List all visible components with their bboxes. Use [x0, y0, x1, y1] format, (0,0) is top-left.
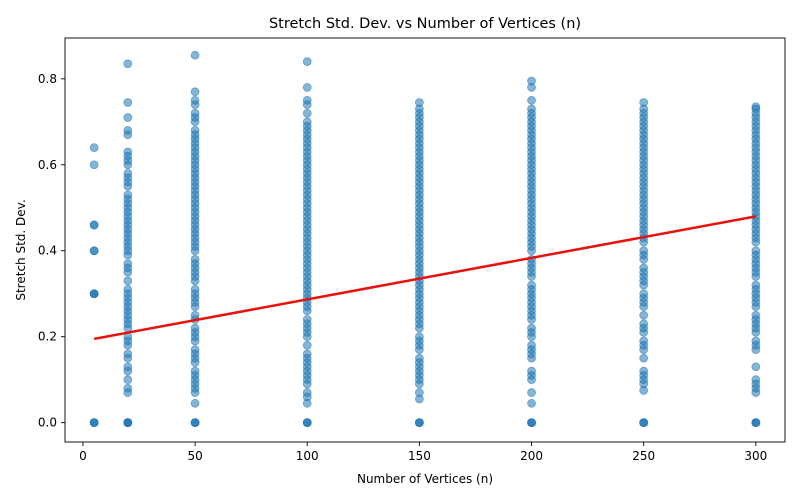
data-point — [302, 108, 312, 118]
data-point — [302, 340, 312, 350]
data-point — [302, 95, 312, 105]
y-tick-label: 0.8 — [38, 72, 57, 86]
data-point — [123, 362, 133, 372]
data-point — [123, 126, 133, 135]
data-point — [190, 254, 200, 264]
points-layer — [89, 50, 761, 428]
data-point — [527, 280, 536, 290]
data-point — [527, 388, 536, 397]
data-point — [639, 310, 649, 320]
data-point — [89, 289, 99, 299]
data-point — [123, 259, 133, 269]
data-point — [190, 108, 200, 118]
trend-line — [93, 215, 757, 341]
data-point — [123, 375, 133, 385]
x-tick-label: 300 — [744, 449, 767, 463]
data-point — [751, 246, 761, 256]
y-tick-label: 0.0 — [38, 416, 57, 430]
x-tick-label: 150 — [408, 449, 431, 463]
data-point — [190, 418, 200, 428]
data-point — [190, 345, 200, 354]
data-point — [302, 418, 312, 428]
data-point — [527, 104, 536, 114]
data-point — [751, 102, 761, 112]
data-point — [527, 398, 536, 408]
data-point — [751, 362, 761, 372]
axes-frame — [64, 37, 786, 443]
y-tick-label: 0.4 — [38, 244, 57, 258]
data-point — [123, 418, 133, 428]
data-point — [123, 113, 133, 122]
data-point — [302, 388, 312, 397]
data-point — [639, 246, 649, 256]
data-point — [639, 263, 649, 273]
data-point — [89, 143, 99, 152]
data-point — [89, 246, 99, 256]
data-point — [123, 276, 133, 286]
data-point — [527, 366, 536, 376]
data-point — [527, 418, 536, 428]
y-tick-label: 0.2 — [38, 330, 57, 344]
x-tick-label: 50 — [187, 449, 202, 463]
data-point — [639, 336, 649, 346]
data-point — [123, 59, 133, 69]
data-point — [639, 418, 649, 428]
data-point — [302, 315, 312, 324]
data-point — [751, 310, 761, 320]
x-tick-label: 250 — [632, 449, 655, 463]
data-point — [190, 95, 200, 105]
axes-layer: 0 50 100 150 200 250 300 0.0 0.2 0.4 0.6 0.8 — [38, 37, 786, 463]
data-point — [89, 160, 99, 170]
data-point — [751, 418, 761, 428]
data-point — [190, 50, 200, 60]
data-point — [527, 95, 536, 105]
data-point — [639, 289, 649, 299]
data-point — [414, 332, 424, 342]
data-point — [190, 398, 200, 408]
data-point — [89, 220, 99, 230]
data-point — [190, 366, 200, 376]
data-point — [123, 168, 133, 178]
data-point — [123, 383, 133, 393]
data-point — [190, 285, 200, 294]
data-point — [123, 98, 133, 107]
data-point — [302, 117, 312, 127]
data-point — [123, 285, 133, 294]
data-point — [302, 349, 312, 359]
x-tick-label: 200 — [520, 449, 543, 463]
data-point — [639, 366, 649, 376]
data-point — [751, 336, 761, 346]
data-point — [751, 280, 761, 290]
data-point — [302, 57, 312, 67]
data-point — [302, 83, 312, 92]
data-point — [414, 353, 424, 363]
data-point — [527, 340, 536, 350]
data-point — [89, 418, 99, 428]
data-point — [639, 353, 649, 363]
trend-layer — [93, 215, 757, 341]
data-point — [414, 98, 424, 107]
data-point — [190, 87, 200, 97]
data-point — [527, 323, 536, 333]
y-tick-label: 0.6 — [38, 158, 57, 172]
x-tick-label: 0 — [79, 449, 87, 463]
data-point — [527, 76, 536, 86]
data-point — [639, 98, 649, 107]
chart-title: Stretch Std. Dev. vs Number of Vertices … — [269, 16, 581, 32]
x-tick-label: 100 — [296, 449, 319, 463]
data-point — [414, 388, 424, 397]
data-point — [123, 147, 133, 157]
data-point — [190, 310, 200, 320]
data-point — [123, 349, 133, 359]
data-point — [123, 190, 133, 200]
y-axis-label: Stretch Std. Dev. — [14, 199, 28, 300]
data-point — [190, 126, 200, 135]
data-point — [414, 418, 424, 428]
data-point — [190, 323, 200, 333]
data-point — [639, 319, 649, 329]
x-axis-label: Number of Vertices (n) — [357, 472, 493, 486]
data-point — [751, 375, 761, 385]
